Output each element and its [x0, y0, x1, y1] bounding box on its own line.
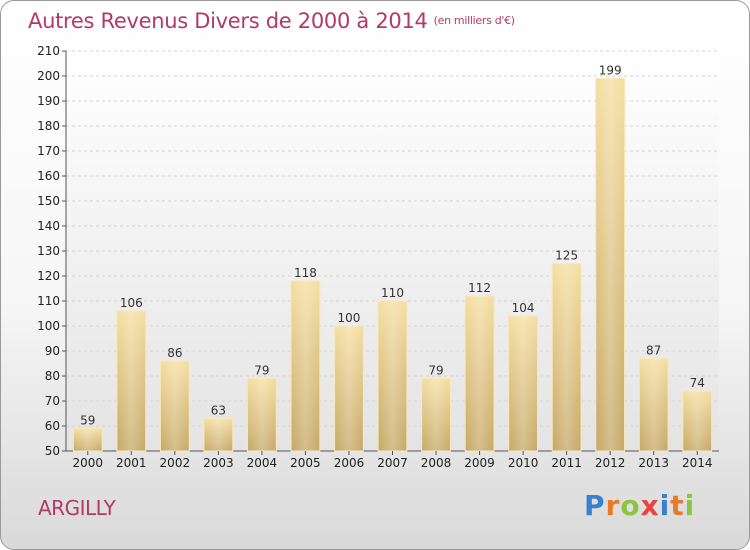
y-tick-label: 50	[45, 444, 60, 458]
data-label-2005: 118	[294, 266, 317, 280]
bar-highlight-2000	[73, 428, 103, 451]
bar-highlight-2004	[247, 378, 277, 451]
proxiti-logo: Proxiti	[584, 489, 696, 522]
bar-highlight-2002	[160, 361, 190, 451]
y-tick-label: 120	[37, 269, 60, 283]
data-label-2009: 112	[468, 281, 491, 295]
y-tick-label: 70	[45, 394, 60, 408]
x-tick-label-2012: 2012	[595, 456, 626, 470]
y-tick-label: 100	[37, 319, 60, 333]
data-label-2011: 125	[555, 249, 578, 263]
x-tick-label-2014: 2014	[682, 456, 713, 470]
y-tick-label: 150	[37, 194, 60, 208]
data-label-2006: 100	[338, 311, 361, 325]
x-tick-label-2004: 2004	[247, 456, 278, 470]
data-label-2001: 106	[120, 296, 143, 310]
bar-highlight-2014	[682, 391, 712, 451]
y-tick-label: 60	[45, 419, 60, 433]
y-tick-label: 160	[37, 169, 60, 183]
chart-title: Autres Revenus Divers de 2000 à 2014 (en …	[28, 9, 515, 33]
x-tick-label-2002: 2002	[160, 456, 191, 470]
y-tick-label: 130	[37, 244, 60, 258]
data-label-2014: 74	[690, 376, 705, 390]
bar-highlight-2010	[508, 316, 538, 451]
y-tick-label: 90	[45, 344, 60, 358]
data-label-2010: 104	[512, 301, 535, 315]
bar-highlight-2003	[204, 418, 233, 451]
bar-highlight-2007	[378, 301, 407, 451]
chart-title-main: Autres Revenus Divers de 2000 à 2014	[28, 9, 428, 33]
x-tick-label-2005: 2005	[290, 456, 321, 470]
data-label-2000: 59	[80, 414, 95, 428]
data-label-2004: 79	[254, 364, 269, 378]
y-tick-label: 80	[45, 369, 60, 383]
data-label-2002: 86	[167, 346, 182, 360]
data-label-2007: 110	[381, 286, 404, 300]
x-tick-label-2000: 2000	[72, 456, 103, 470]
x-tick-label-2003: 2003	[203, 456, 234, 470]
x-tick-label-2007: 2007	[377, 456, 408, 470]
bar-highlight-2005	[291, 281, 320, 451]
x-tick-label-2011: 2011	[551, 456, 582, 470]
x-tick-label-2013: 2013	[638, 456, 669, 470]
bar-highlight-2011	[552, 263, 581, 451]
y-tick-label: 210	[37, 44, 60, 58]
commune-name: ARGILLY	[38, 496, 116, 520]
bar-highlight-2006	[334, 326, 364, 451]
y-tick-label: 180	[37, 119, 60, 133]
y-tick-label: 140	[37, 219, 60, 233]
data-label-2008: 79	[428, 364, 443, 378]
x-tick-label-2008: 2008	[421, 456, 452, 470]
y-tick-label: 110	[37, 294, 60, 308]
y-tick-label: 170	[37, 144, 60, 158]
chart-title-unit: (en milliers d'€)	[433, 14, 515, 27]
data-label-2003: 63	[211, 404, 226, 418]
bar-highlight-2008	[421, 378, 451, 451]
bar-highlight-2009	[465, 296, 494, 451]
bar-highlight-2001	[116, 311, 146, 451]
x-tick-label-2006: 2006	[334, 456, 365, 470]
x-tick-label-2009: 2009	[464, 456, 495, 470]
data-label-2013: 87	[646, 344, 661, 358]
x-tick-label-2001: 2001	[116, 456, 147, 470]
bar-highlight-2013	[639, 358, 669, 451]
data-label-2012: 199	[599, 64, 622, 78]
bar-highlight-2012	[595, 78, 625, 451]
y-tick-label: 190	[37, 94, 60, 108]
y-tick-label: 200	[37, 69, 60, 83]
x-tick-label-2010: 2010	[508, 456, 539, 470]
